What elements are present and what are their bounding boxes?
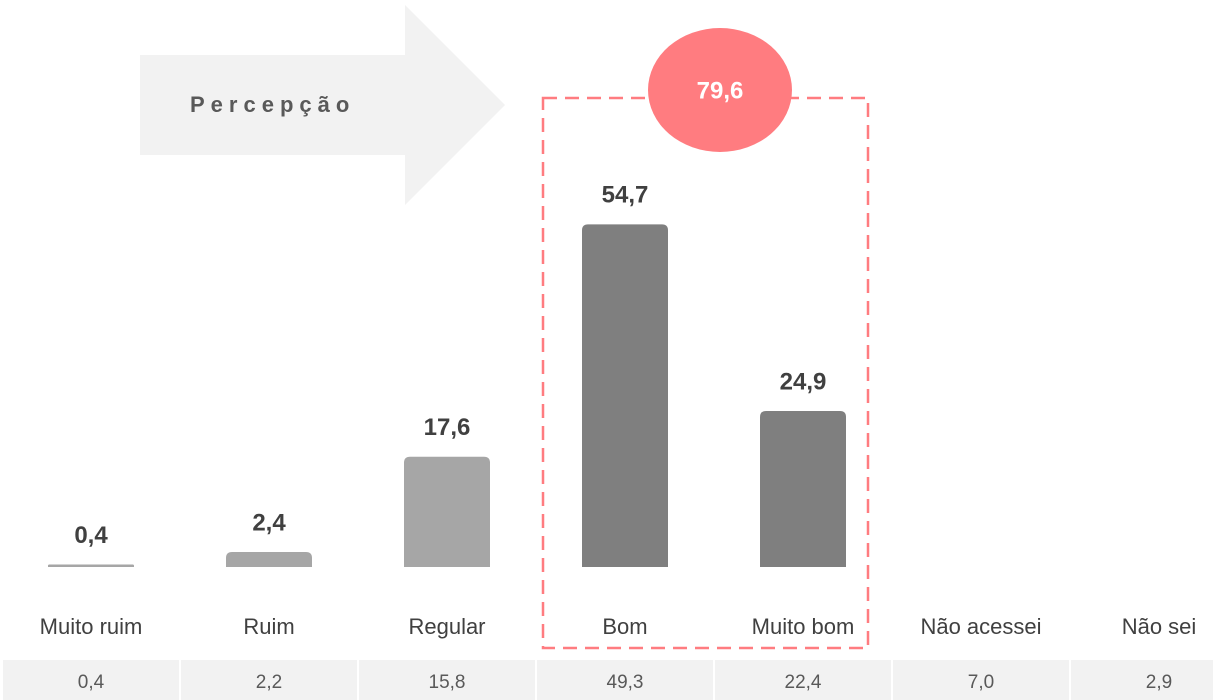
table-value: 0,4	[78, 672, 105, 693]
x-tick-label: Regular	[408, 614, 485, 639]
table-cell	[893, 660, 1069, 700]
bar	[582, 224, 668, 567]
x-tick-label: Bom	[602, 614, 647, 639]
bar	[404, 456, 490, 567]
value-label: 54,7	[602, 182, 649, 209]
table-value: 49,3	[607, 672, 644, 693]
table-value: 2,2	[256, 672, 282, 693]
x-tick-label: Muito bom	[752, 614, 855, 639]
table-value: 2,9	[1146, 672, 1172, 693]
value-label: 2,4	[252, 509, 286, 536]
bar	[48, 564, 134, 567]
table-value: 15,8	[429, 672, 466, 693]
x-tick-label: Não acessei	[920, 614, 1041, 639]
arrow	[140, 5, 505, 205]
table-cell	[181, 660, 357, 700]
table-cell	[537, 660, 713, 700]
x-tick-label: Não sei	[1122, 614, 1197, 639]
x-tick-label: Ruim	[243, 614, 294, 639]
table-cell	[3, 660, 179, 700]
arrow-label: Percepção	[190, 92, 355, 117]
highlight-circle	[648, 28, 792, 152]
table-cell	[359, 660, 535, 700]
bar	[226, 551, 312, 567]
bar	[760, 411, 846, 567]
value-label: 0,4	[74, 522, 108, 549]
highlight-label: 79,6	[697, 77, 744, 104]
table-cell	[1071, 660, 1213, 700]
table-value: 22,4	[785, 672, 822, 693]
x-tick-label: Muito ruim	[40, 614, 143, 639]
table-cell	[715, 660, 891, 700]
value-label: 24,9	[780, 368, 827, 395]
value-label: 17,6	[424, 414, 471, 441]
table-value: 7,0	[968, 672, 994, 693]
